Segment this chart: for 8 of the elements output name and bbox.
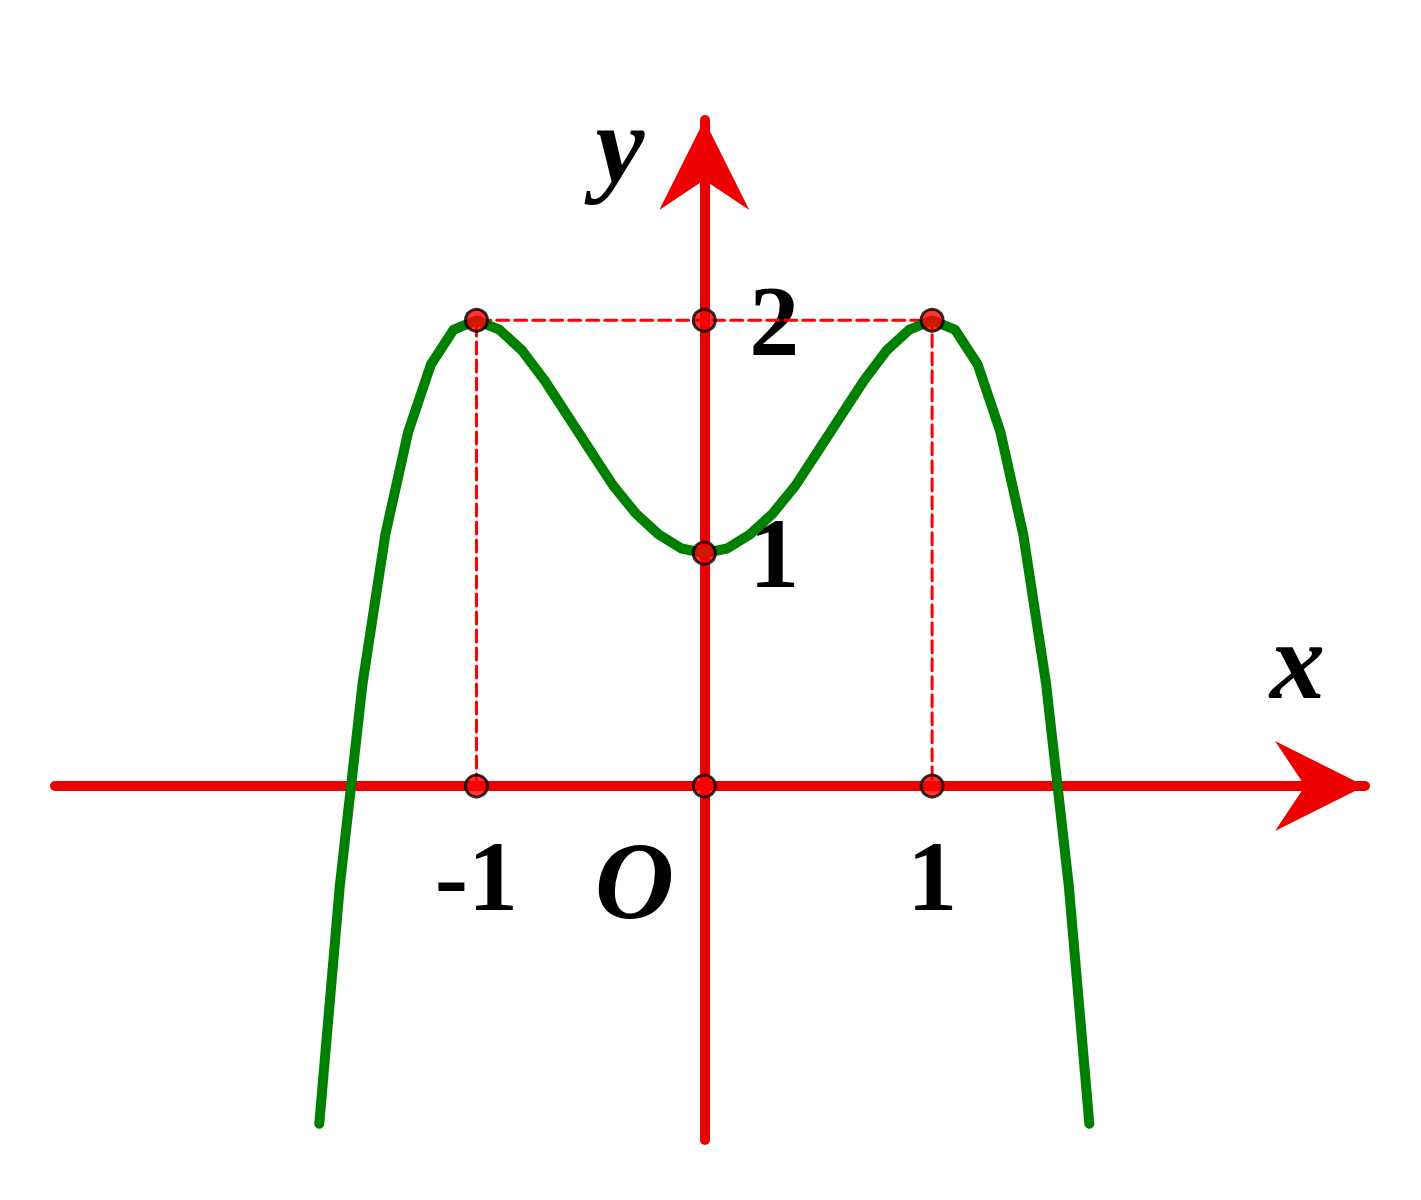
- point: [919, 773, 945, 799]
- point: [464, 307, 489, 333]
- point: [919, 307, 945, 333]
- point: [464, 773, 489, 799]
- x-axis-title: x: [1268, 600, 1325, 723]
- annotation: O: [594, 820, 675, 943]
- x-tick-label: -1: [434, 820, 519, 932]
- y-axis-title: y: [583, 84, 646, 206]
